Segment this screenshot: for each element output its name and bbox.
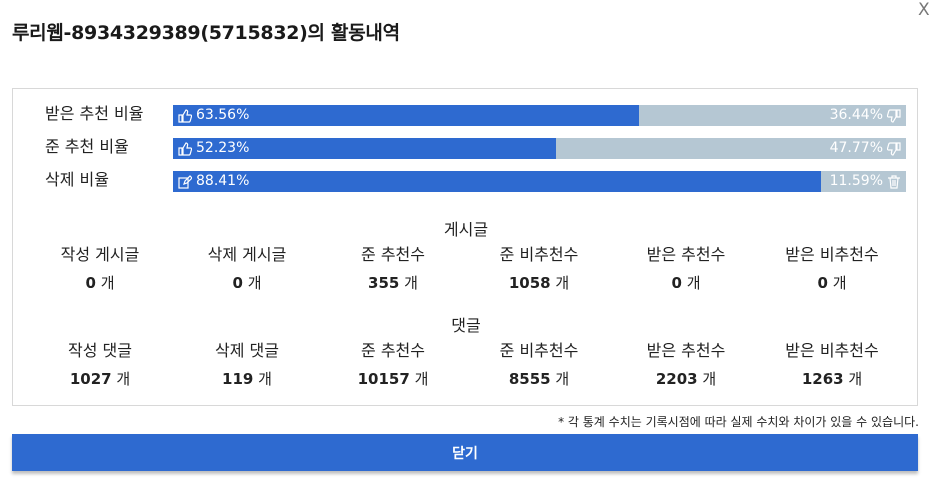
stat-item: 작성 댓글 1027 개 bbox=[25, 341, 175, 389]
bar-label: 삭제 비율 bbox=[45, 170, 109, 189]
thumbs-down-icon bbox=[887, 108, 901, 123]
bar-label: 준 추천 비율 bbox=[45, 137, 129, 156]
stat-unit: 개 bbox=[247, 274, 262, 292]
stat-value: 1263 bbox=[801, 370, 844, 388]
stat-unit: 개 bbox=[555, 274, 570, 292]
stat-value: 8555 bbox=[508, 370, 551, 388]
stat-value: 1027 bbox=[69, 370, 112, 388]
stat-item: 받은 추천수 0 개 bbox=[611, 245, 761, 293]
bar-left-value: 63.56% bbox=[196, 107, 250, 123]
thumbs-up-icon bbox=[178, 141, 192, 156]
ratio-bar-track: 63.56% 36.44% bbox=[173, 105, 906, 126]
stat-label: 준 추천수 bbox=[361, 245, 425, 264]
ratio-bar-track: 88.41% 11.59% bbox=[173, 171, 906, 192]
stat-item: 준 추천수 10157 개 bbox=[318, 341, 468, 389]
stat-label: 삭제 게시글 bbox=[207, 245, 287, 264]
stat-unit: 개 bbox=[258, 370, 272, 388]
ratio-bar-fill bbox=[173, 138, 556, 159]
activity-panel: 받은 추천 비율 63.56% 36.44% 준 추천 비율 bbox=[12, 88, 918, 406]
ratio-bar-fill bbox=[173, 171, 822, 192]
stat-value: 119 bbox=[222, 370, 254, 388]
stat-unit: 개 bbox=[414, 370, 429, 388]
disclaimer-note: * 각 통계 수치는 기록시점에 따라 실제 수치와 차이가 있을 수 있습니다… bbox=[558, 415, 919, 429]
bar-label: 받은 추천 비율 bbox=[45, 104, 144, 123]
stat-item: 삭제 댓글 119 개 bbox=[172, 341, 322, 389]
stat-value: 1058 bbox=[508, 274, 551, 292]
stat-unit: 개 bbox=[404, 274, 418, 292]
stat-item: 받은 비추천수 0 개 bbox=[757, 245, 907, 293]
ratio-bar-track: 52.23% 47.77% bbox=[173, 138, 906, 159]
stat-unit: 개 bbox=[555, 370, 570, 388]
delete-ratio-row: 삭제 비율 88.41% 11.59% bbox=[13, 169, 919, 192]
stat-label: 삭제 댓글 bbox=[215, 341, 279, 360]
comments-section-title: 댓글 bbox=[451, 316, 481, 335]
stat-item: 작성 게시글 0 개 bbox=[25, 245, 175, 293]
stat-item: 준 비추천수 1058 개 bbox=[464, 245, 614, 293]
given-recommend-ratio-row: 준 추천 비율 52.23% 47.77% bbox=[13, 136, 919, 159]
stat-unit: 개 bbox=[116, 370, 131, 388]
thumbs-up-icon bbox=[178, 108, 192, 123]
bar-right-value: 11.59% bbox=[829, 173, 883, 189]
posts-stats-row: 작성 게시글 0 개 삭제 게시글 0 개 준 추천수 355 개 준 비추천수… bbox=[13, 245, 919, 295]
stat-unit: 개 bbox=[832, 274, 847, 292]
stat-label: 받은 비추천수 bbox=[785, 341, 879, 360]
stat-value: 355 bbox=[368, 274, 400, 292]
stat-label: 작성 댓글 bbox=[68, 341, 132, 360]
stat-item: 받은 추천수 2203 개 bbox=[611, 341, 761, 389]
comments-stats-row: 작성 댓글 1027 개 삭제 댓글 119 개 준 추천수 10157 개 준… bbox=[13, 341, 919, 391]
stat-unit: 개 bbox=[686, 274, 701, 292]
stat-value: 2203 bbox=[655, 370, 698, 388]
stat-label: 작성 게시글 bbox=[60, 245, 140, 264]
stat-unit: 개 bbox=[702, 370, 717, 388]
received-recommend-ratio-row: 받은 추천 비율 63.56% 36.44% bbox=[13, 103, 919, 126]
stat-unit: 개 bbox=[848, 370, 863, 388]
stat-label: 받은 추천수 bbox=[646, 245, 726, 264]
close-button[interactable]: 닫기 bbox=[12, 434, 918, 471]
stat-item: 삭제 게시글 0 개 bbox=[172, 245, 322, 293]
stat-label: 받은 비추천수 bbox=[785, 245, 879, 264]
stat-label: 준 추천수 bbox=[361, 341, 425, 360]
stat-value: 10157 bbox=[357, 370, 410, 388]
stat-value: 0 bbox=[671, 274, 682, 292]
posts-section-title: 게시글 bbox=[443, 220, 489, 239]
bar-right-value: 36.44% bbox=[829, 107, 883, 123]
edit-icon bbox=[178, 174, 192, 189]
page-title: 루리웹-8934329389(5715832)의 활동내역 bbox=[12, 22, 400, 44]
stat-value: 0 bbox=[85, 274, 96, 292]
ratio-bar-fill bbox=[173, 105, 639, 126]
stat-label: 준 비추천수 bbox=[499, 245, 579, 264]
stat-label: 준 비추천수 bbox=[499, 341, 579, 360]
bar-left-value: 52.23% bbox=[196, 140, 250, 156]
stat-value: 0 bbox=[817, 274, 828, 292]
stat-label: 받은 추천수 bbox=[646, 341, 726, 360]
stat-item: 준 비추천수 8555 개 bbox=[464, 341, 614, 389]
stat-item: 받은 비추천수 1263 개 bbox=[757, 341, 907, 389]
thumbs-down-icon bbox=[887, 141, 901, 156]
stat-item: 준 추천수 355 개 bbox=[318, 245, 468, 293]
bar-left-value: 88.41% bbox=[196, 173, 250, 189]
close-icon[interactable]: X bbox=[918, 0, 930, 20]
stat-unit: 개 bbox=[100, 274, 115, 292]
trash-icon bbox=[887, 174, 901, 189]
bar-right-value: 47.77% bbox=[829, 140, 883, 156]
stat-value: 0 bbox=[232, 274, 243, 292]
